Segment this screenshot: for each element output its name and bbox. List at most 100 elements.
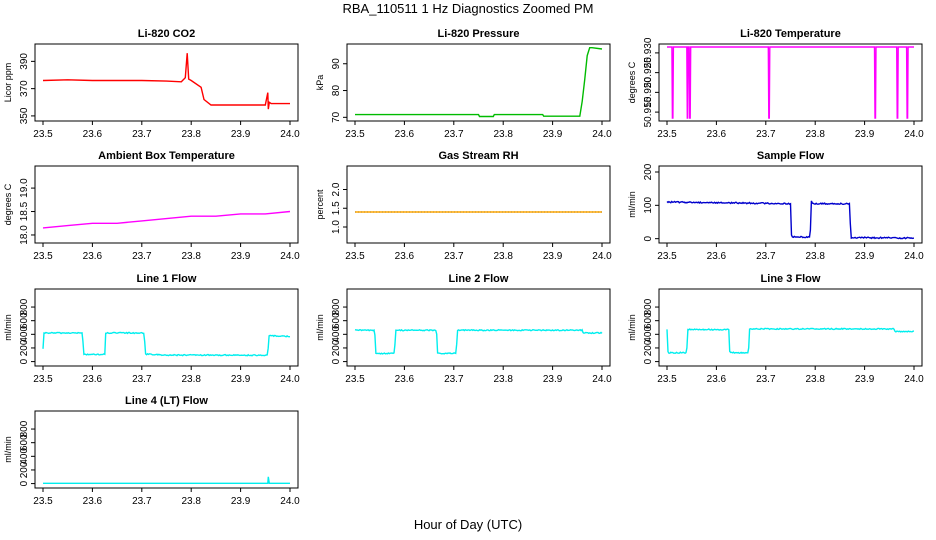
x-tick-label: 23.7	[756, 374, 776, 385]
y-tick-label: 600	[19, 312, 30, 329]
figure-title: RBA_110511 1 Hz Diagnostics Zoomed PM	[342, 1, 594, 16]
panel-title: Li-820 Temperature	[740, 28, 841, 40]
y-axis-label: percent	[315, 189, 325, 220]
x-tick-label: 24.0	[280, 496, 300, 507]
x-tick-label: 23.8	[493, 129, 513, 140]
plot-frame	[346, 43, 611, 122]
y-tick-label: 800	[19, 420, 30, 437]
x-tick-label: 23.8	[805, 374, 825, 385]
x-tick-label: 24.0	[904, 374, 924, 385]
x-tick-label: 23.8	[181, 251, 201, 262]
x-tick-label: 23.7	[444, 129, 464, 140]
panel-7: Line 1 Flow ml/min 23.5 23.6 23.7 23.8 23.9 24.…	[3, 273, 300, 385]
plot-frame	[658, 288, 923, 367]
x-tick-label: 23.5	[657, 374, 677, 385]
y-tick-label: 18.5	[19, 201, 30, 221]
x-tick-label: 24.0	[592, 374, 612, 385]
series-line	[42, 53, 290, 110]
x-tick-label: 23.9	[855, 129, 875, 140]
x-tick-label: 23.8	[493, 374, 513, 385]
x-tick-label: 24.0	[280, 129, 300, 140]
y-tick-label: 800	[331, 298, 342, 315]
panel-4: Ambient Box Temperature degrees C 23.5 23.6…	[3, 150, 300, 262]
series-line	[354, 328, 603, 355]
panel-1: Li-820 CO2 Licor ppm 23.5 23.6 23.7 23.8 23.9 2…	[3, 28, 300, 140]
y-tick-label: 350	[19, 107, 30, 124]
series-line	[42, 331, 290, 357]
x-tick-label: 23.9	[231, 129, 251, 140]
y-tick-label: 1.0	[331, 220, 342, 234]
series-line	[666, 327, 915, 355]
x-tick-label: 23.6	[707, 374, 727, 385]
y-axis-label: Licor ppm	[3, 63, 13, 103]
panel-title: Line 1 Flow	[137, 273, 197, 285]
series-line	[42, 210, 291, 229]
y-tick-label: 390	[19, 53, 30, 70]
x-tick-label: 23.5	[33, 496, 53, 507]
x-tick-label: 23.9	[543, 129, 563, 140]
x-tick-label: 24.0	[592, 129, 612, 140]
y-tick-label: 50.915	[643, 96, 654, 127]
y-tick-label: 0	[19, 480, 30, 486]
y-axis-label: degrees C	[3, 183, 13, 225]
plot-frame	[34, 43, 299, 122]
y-tick-label: 100	[643, 197, 654, 214]
y-tick-label: 50.920	[643, 77, 654, 108]
x-tick-label: 24.0	[904, 251, 924, 262]
x-tick-label: 23.5	[345, 374, 365, 385]
x-tick-label: 23.8	[493, 251, 513, 262]
x-tick-label: 23.7	[132, 251, 152, 262]
y-axis-label: ml/min	[3, 314, 13, 341]
x-tick-label: 23.9	[231, 251, 251, 262]
x-tick-label: 23.5	[33, 374, 53, 385]
y-axis-label: ml/min	[3, 436, 13, 463]
panel-title: Line 3 Flow	[761, 273, 821, 285]
y-tick-label: 50.925	[643, 57, 654, 88]
x-tick-label: 24.0	[280, 251, 300, 262]
x-tick-label: 23.9	[543, 251, 563, 262]
x-tick-label: 23.7	[756, 251, 776, 262]
series-line	[355, 47, 603, 118]
plot-frame	[658, 165, 923, 244]
x-tick-label: 23.7	[444, 251, 464, 262]
panel-8: Line 2 Flow ml/min 23.5 23.6 23.7 23.8 23.9 24.…	[315, 273, 612, 385]
figure-x-axis-label: Hour of Day (UTC)	[413, 517, 523, 532]
x-tick-label: 23.5	[33, 129, 53, 140]
plot-frame	[34, 165, 299, 244]
x-tick-label: 23.6	[395, 129, 415, 140]
plot-frame	[346, 165, 611, 244]
y-tick-label: 370	[19, 80, 30, 97]
x-tick-label: 23.6	[395, 251, 415, 262]
y-tick-label: 200	[19, 461, 30, 478]
panel-10: Line 4 (LT) Flow ml/min 23.5 23.6 23.7 23.8 23…	[3, 395, 300, 507]
y-tick-label: 200	[643, 163, 654, 180]
series-line	[43, 476, 290, 484]
y-tick-label: 18.0	[19, 225, 30, 245]
plot-frame	[34, 410, 299, 489]
x-tick-label: 23.8	[181, 129, 201, 140]
x-tick-label: 23.9	[231, 374, 251, 385]
panel-title: Line 4 (LT) Flow	[125, 395, 208, 407]
y-tick-label: 400	[643, 326, 654, 343]
x-tick-label: 23.7	[444, 374, 464, 385]
x-tick-label: 23.8	[181, 374, 201, 385]
y-tick-label: 200	[19, 339, 30, 356]
panel-3: Li-820 Temperature degrees C 23.5 23.6 23.7 2…	[627, 28, 924, 140]
y-axis-label: kPa	[315, 75, 325, 91]
y-tick-label: 200	[643, 339, 654, 356]
x-tick-label: 23.5	[345, 251, 365, 262]
x-tick-label: 23.8	[181, 496, 201, 507]
y-tick-label: 0	[331, 358, 342, 364]
y-tick-label: 19.0	[19, 178, 30, 198]
y-tick-label: 0	[643, 235, 654, 241]
x-tick-label: 23.5	[33, 251, 53, 262]
x-tick-label: 23.6	[83, 251, 103, 262]
x-tick-label: 23.8	[805, 251, 825, 262]
x-tick-label: 23.7	[132, 374, 152, 385]
y-tick-label: 200	[331, 339, 342, 356]
x-tick-label: 23.9	[231, 496, 251, 507]
panel-2: Li-820 Pressure kPa 23.5 23.6 23.7 23.8 23.9 24…	[315, 28, 612, 140]
plot-frame	[34, 288, 299, 367]
plot-frame	[346, 288, 611, 367]
x-tick-label: 24.0	[280, 374, 300, 385]
